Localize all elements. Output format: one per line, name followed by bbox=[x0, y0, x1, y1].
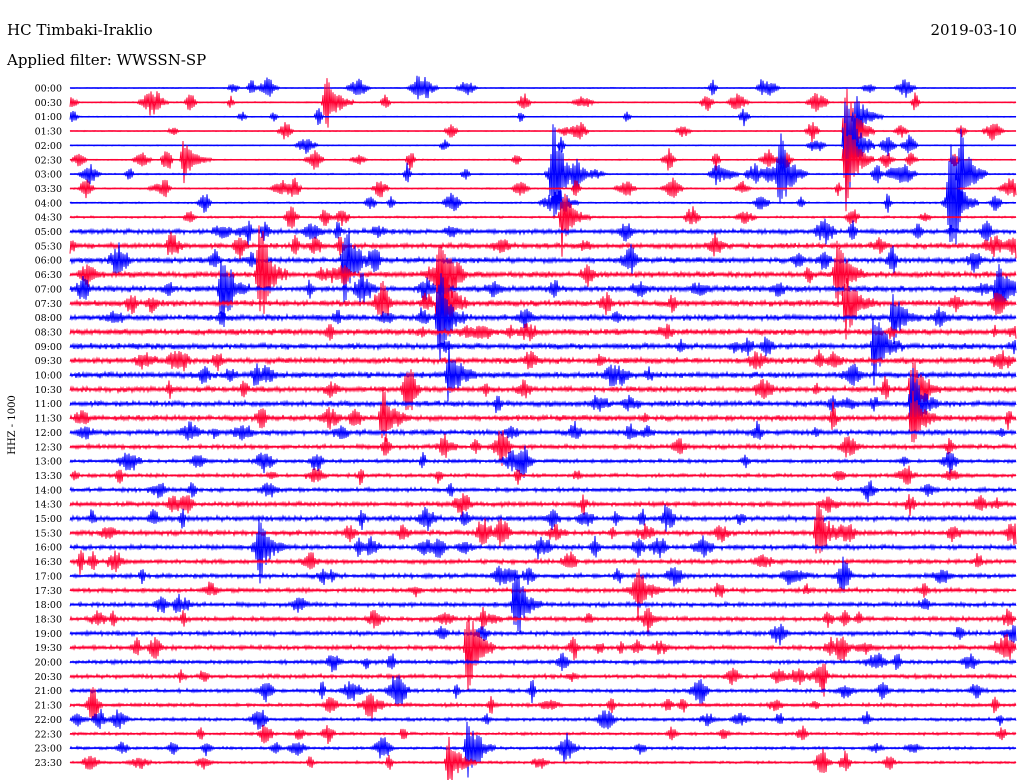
tick-label-1700: 17:00 bbox=[35, 571, 62, 582]
tick-label-2230: 22:30 bbox=[35, 729, 62, 740]
tick-label-2130: 21:30 bbox=[35, 701, 62, 712]
tick-label-1530: 15:30 bbox=[35, 528, 62, 539]
trace-1000 bbox=[69, 342, 1017, 402]
tick-label-1000: 10:00 bbox=[35, 371, 62, 382]
tick-label-0400: 04:00 bbox=[35, 198, 62, 209]
tick-label-0500: 05:00 bbox=[35, 227, 62, 238]
tick-label-2000: 20:00 bbox=[35, 658, 62, 669]
time-tick-labels: 00:00 00:30 01:00 01:30 02:00 02:30 03:00 03:30… bbox=[35, 84, 62, 769]
tick-label-0000: 00:00 bbox=[35, 84, 62, 95]
trace-0500 bbox=[69, 218, 1017, 247]
trace-0730 bbox=[69, 268, 1017, 357]
trace-1900 bbox=[69, 623, 1017, 646]
trace-0630 bbox=[69, 225, 1017, 314]
tick-label-0230: 02:30 bbox=[35, 155, 62, 166]
tick-label-0030: 00:30 bbox=[35, 98, 62, 109]
trace-2330 bbox=[69, 736, 1017, 780]
tick-label-0630: 06:30 bbox=[35, 270, 62, 281]
trace-1230 bbox=[69, 430, 1017, 466]
tick-label-1730: 17:30 bbox=[35, 586, 62, 597]
tick-label-0900: 09:00 bbox=[35, 342, 62, 353]
trace-1600 bbox=[69, 519, 1017, 584]
tick-label-1500: 15:00 bbox=[35, 514, 62, 525]
tick-label-0600: 06:00 bbox=[35, 256, 62, 267]
tick-label-1130: 11:30 bbox=[35, 414, 62, 425]
tick-label-1800: 18:00 bbox=[35, 600, 62, 611]
trace-1630 bbox=[69, 550, 1017, 575]
tick-label-1400: 14:00 bbox=[35, 485, 62, 496]
tick-label-0300: 03:00 bbox=[35, 170, 62, 181]
tick-label-0130: 01:30 bbox=[35, 127, 62, 138]
tick-label-1900: 19:00 bbox=[35, 629, 62, 640]
tick-label-1830: 18:30 bbox=[35, 614, 62, 625]
tick-label-0730: 07:30 bbox=[35, 299, 62, 310]
trace-1930 bbox=[69, 615, 1017, 692]
trace-2300 bbox=[69, 721, 1017, 778]
tick-label-2330: 23:30 bbox=[35, 758, 62, 769]
tick-label-0800: 08:00 bbox=[35, 313, 62, 324]
tick-label-0700: 07:00 bbox=[35, 284, 62, 295]
tick-label-0330: 03:30 bbox=[35, 184, 62, 195]
trace-1400 bbox=[69, 480, 1017, 503]
tick-label-0530: 05:30 bbox=[35, 241, 62, 252]
tick-label-1930: 19:30 bbox=[35, 643, 62, 654]
tick-label-0430: 04:30 bbox=[35, 213, 62, 224]
tick-label-1630: 16:30 bbox=[35, 557, 62, 568]
tick-label-2200: 22:00 bbox=[35, 715, 62, 726]
trace-1200 bbox=[69, 420, 1017, 441]
seismic-traces bbox=[69, 75, 1017, 780]
tick-label-1100: 11:00 bbox=[35, 399, 62, 410]
tick-label-1300: 13:00 bbox=[35, 457, 62, 468]
tick-label-2300: 23:00 bbox=[35, 744, 62, 755]
tick-label-2100: 21:00 bbox=[35, 686, 62, 697]
filter-label: Applied filter: WWSSN-SP bbox=[6, 51, 206, 69]
tick-label-1430: 14:30 bbox=[35, 500, 62, 511]
station-title: HC Timbaki-Iraklio bbox=[7, 21, 153, 39]
trace-1430 bbox=[69, 493, 1017, 517]
tick-label-0930: 09:30 bbox=[35, 356, 62, 367]
date-label: 2019-03-10 bbox=[931, 21, 1017, 39]
trace-0230 bbox=[69, 123, 1017, 212]
tick-label-0100: 01:00 bbox=[35, 112, 62, 123]
tick-label-1200: 12:00 bbox=[35, 428, 62, 439]
tick-label-0200: 02:00 bbox=[35, 141, 62, 152]
trace-0300 bbox=[69, 124, 1017, 220]
tick-label-1600: 16:00 bbox=[35, 543, 62, 554]
tick-label-1230: 12:30 bbox=[35, 442, 62, 453]
tick-label-0830: 08:30 bbox=[35, 327, 62, 338]
tick-label-1030: 10:30 bbox=[35, 385, 62, 396]
tick-label-1330: 13:30 bbox=[35, 471, 62, 482]
tick-label-2030: 20:30 bbox=[35, 672, 62, 683]
trace-1800 bbox=[69, 570, 1017, 633]
y-axis-label: HHZ - 1000 bbox=[7, 395, 18, 455]
